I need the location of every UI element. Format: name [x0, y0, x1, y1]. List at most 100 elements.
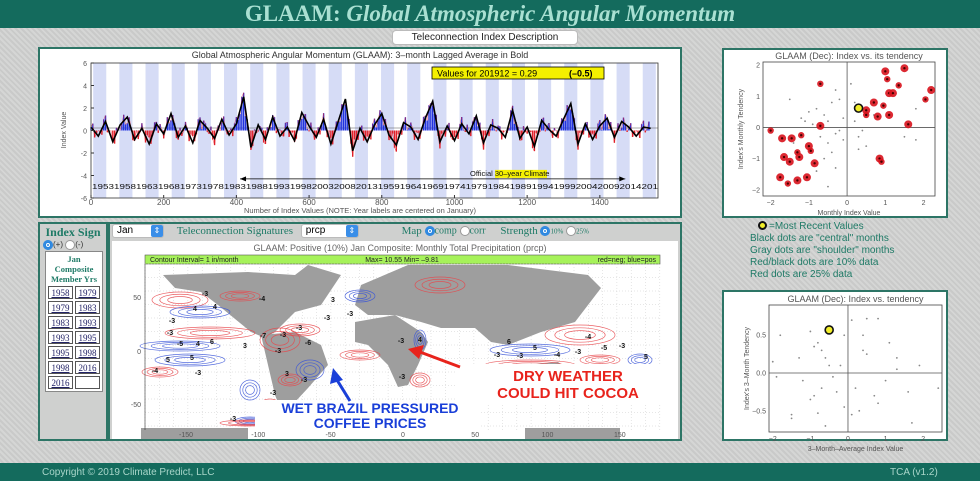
composite-year-link[interactable]: 1995	[75, 331, 100, 344]
precipitation-map: GLAAM: Positive (10%) Jan Composite: Mon…	[112, 241, 678, 439]
composite-year-link[interactable]: 1998	[75, 346, 100, 359]
contour-label: -7	[260, 333, 266, 340]
contour-label: 4	[418, 337, 422, 344]
composite-years-box: Jan Composite Member Yrs 1958 1979 1979 198…	[45, 251, 103, 392]
index-sign-minus-radio[interactable]	[65, 240, 76, 250]
lon-tick-label: -100	[251, 432, 265, 439]
lon-tick-label: -50	[326, 432, 336, 439]
map-corr-radio[interactable]	[459, 226, 470, 236]
contour-line	[219, 290, 261, 302]
contour-line	[414, 276, 466, 294]
legend-line: Red/black dots are 10% data	[750, 257, 879, 268]
lon-tick-label: 0	[401, 432, 405, 439]
years-row: 1993 1995	[48, 331, 100, 344]
contour-line	[245, 385, 255, 395]
years-row: 1958 1979	[48, 286, 100, 299]
composite-year-link	[75, 376, 100, 389]
composite-year-link[interactable]: 1995	[48, 346, 73, 359]
contour-line	[281, 375, 299, 385]
contour-line	[150, 342, 210, 350]
scatter-panel-monthly	[722, 48, 948, 218]
wet-brazil-annotation: COFFEE PRICES	[314, 415, 427, 431]
contour-label: -3	[280, 332, 286, 339]
dry-weather-annotation: COULD HIT COCOA	[497, 385, 639, 402]
legend-line: Black dots are "central" months	[750, 233, 889, 244]
contour-line	[299, 362, 321, 378]
contour-label: -4	[152, 368, 158, 375]
version: TCA (v1.2)	[890, 467, 938, 478]
index-sign-panel: Index Sign (+) (-) Jan Composite Member …	[38, 222, 108, 441]
contour-line	[544, 324, 616, 346]
composite-year-link[interactable]: 1993	[75, 316, 100, 329]
strength-10-radio[interactable]	[540, 226, 551, 236]
composite-year-link[interactable]: 1979	[48, 301, 73, 314]
contour-line	[285, 325, 315, 335]
contour-line	[339, 349, 381, 361]
corr-label: corr	[469, 225, 486, 237]
years-row: 1995 1998	[48, 346, 100, 359]
blue-arrow-icon	[330, 368, 343, 384]
contour-line	[154, 353, 226, 367]
contour-label: -3	[275, 348, 281, 355]
contour-line	[428, 281, 452, 289]
contour-line	[146, 368, 174, 376]
composite-year-link[interactable]: 2016	[48, 376, 73, 389]
composite-year-link[interactable]: 1993	[48, 331, 73, 344]
lat-tick-label: 0	[137, 349, 141, 356]
contour-label: -4	[585, 334, 591, 341]
legend-line: Red dots are 25% data	[750, 269, 853, 280]
comp-label: comp	[434, 225, 457, 237]
contour-label: 4	[193, 306, 197, 313]
x-axis-label: 3–Month–Average Index Value	[808, 446, 904, 453]
contour-label: -3	[494, 352, 500, 359]
contour-line	[353, 293, 367, 299]
composite-year-link[interactable]: 1983	[75, 301, 100, 314]
map-controls: Jan ⇕ Teleconnection Signatures prcp ⇕ Map…	[112, 224, 678, 239]
years-row: 1979 1983	[48, 301, 100, 314]
contour-label: -6	[305, 340, 311, 347]
land-africa	[355, 315, 428, 387]
contour-label: -3	[270, 390, 276, 397]
contour-line	[230, 293, 250, 299]
map-comp-radio[interactable]	[424, 226, 435, 236]
index-sign-plus-radio[interactable]	[43, 240, 53, 250]
strength-10-label: 10%	[550, 227, 564, 236]
contour-label: 5	[190, 355, 194, 362]
legend-line: Gray dots are "shoulder" months	[750, 245, 895, 256]
dry-arrow-line	[419, 350, 461, 369]
contour-label: -3	[619, 343, 625, 350]
contour-line	[225, 292, 255, 300]
years-row: 2016	[48, 376, 100, 389]
contour-line	[348, 291, 372, 301]
years-row: 1983 1993	[48, 316, 100, 329]
contour-line	[564, 330, 596, 340]
signatures-label: Teleconnection Signatures	[176, 224, 294, 237]
wet-brazil-annotation: WET BRAZIL PRESSURED	[281, 400, 458, 416]
strength-25-radio[interactable]	[566, 226, 577, 236]
variable-value: prcp	[305, 225, 326, 236]
composite-year-link[interactable]: 1958	[48, 286, 73, 299]
red-arrow-icon	[408, 345, 424, 359]
composite-year-link[interactable]: 1983	[48, 316, 73, 329]
teleconnection-description-button[interactable]: Teleconnection Index Description	[392, 30, 578, 45]
variable-select[interactable]: prcp ⇕	[300, 224, 359, 238]
select-arrow-icon: ⇕	[345, 225, 358, 237]
map-title: GLAAM: Positive (10%) Jan Composite: Mon…	[254, 243, 547, 253]
composite-year-link[interactable]: 1998	[48, 361, 73, 374]
contour-label: -3	[230, 416, 236, 423]
composite-years-table: 1958 1979 1979 1983 1983 1993 1993 1995 1995 1998…	[46, 284, 102, 391]
contour-line	[259, 327, 301, 353]
composite-year-link[interactable]: 2016	[75, 361, 100, 374]
land-south-america	[261, 332, 328, 410]
land-antarctica-west	[141, 428, 248, 439]
contour-label: -4	[554, 352, 560, 359]
month-value: Jan	[117, 225, 134, 236]
dry-weather-annotation: DRY WEATHER	[513, 368, 623, 385]
contour-line	[512, 347, 548, 353]
composite-year-link[interactable]: 1979	[75, 286, 100, 299]
contour-line	[174, 357, 206, 363]
contour-line	[239, 379, 261, 401]
month-select[interactable]: Jan ⇕	[112, 224, 164, 238]
title-prefix: GLAAM:	[244, 1, 341, 26]
contour-line	[242, 382, 258, 398]
